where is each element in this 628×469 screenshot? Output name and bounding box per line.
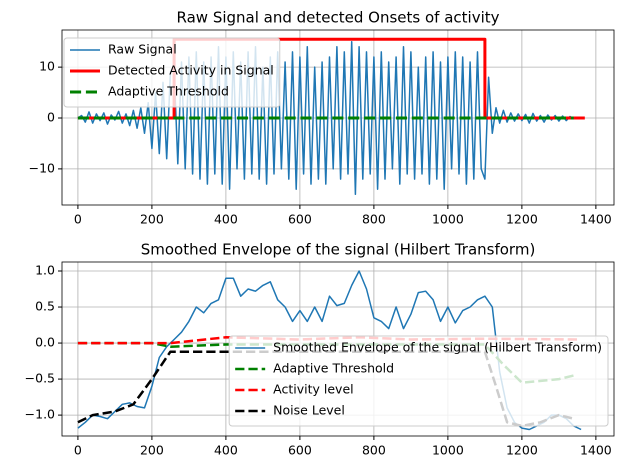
x-tick-label: 400 bbox=[214, 443, 238, 458]
axes-frame bbox=[61, 261, 615, 437]
legend-label: Raw Signal bbox=[108, 42, 177, 57]
x-tick-label: 1200 bbox=[506, 443, 538, 458]
legend-label: Noise Level bbox=[273, 403, 345, 418]
legend: Raw Signal Detected Activity in Signal Ada… bbox=[63, 37, 281, 108]
legend-label: Activity level bbox=[273, 382, 353, 397]
x-tick-label: 1400 bbox=[580, 212, 612, 227]
legend-label: Adaptive Threshold bbox=[273, 361, 394, 376]
x-tick-label: 200 bbox=[140, 212, 164, 227]
chart-title: Raw Signal and detected Onsets of activi… bbox=[177, 9, 500, 27]
y-tick-label: 0.5 bbox=[35, 299, 55, 314]
x-tick-label: 600 bbox=[288, 443, 312, 458]
y-tick-label: 0.0 bbox=[35, 335, 55, 350]
x-tick-label: 1400 bbox=[580, 443, 612, 458]
y-tick-label: 1.0 bbox=[35, 263, 55, 278]
x-tick-label: 1000 bbox=[432, 212, 464, 227]
x-tick-label: 1200 bbox=[506, 212, 538, 227]
chart-title: Smoothed Envelope of the signal (Hilbert… bbox=[141, 241, 536, 259]
axes-frame bbox=[61, 29, 615, 206]
series-line bbox=[77, 350, 574, 428]
x-tick-label: 200 bbox=[140, 443, 164, 458]
x-tick-label: 1000 bbox=[432, 443, 464, 458]
x-tick-label: 0 bbox=[74, 443, 82, 458]
legend-frame bbox=[228, 335, 609, 427]
subplot: Raw Signal and detected Onsets of activi… bbox=[29, 9, 615, 227]
subplot: Smoothed Envelope of the signal (Hilbert… bbox=[25, 241, 615, 458]
legend-label: Adaptive Threshold bbox=[108, 84, 229, 99]
y-tick-label: 0 bbox=[47, 110, 55, 125]
x-tick-label: 0 bbox=[74, 212, 82, 227]
legend-label: Smoothed Envelope of the signal (Hilbert… bbox=[273, 340, 602, 355]
y-tick-label: 10 bbox=[39, 59, 55, 74]
x-tick-label: 800 bbox=[362, 443, 386, 458]
legend-frame bbox=[63, 37, 281, 108]
x-tick-label: 400 bbox=[214, 212, 238, 227]
y-tick-label: −0.5 bbox=[25, 371, 55, 386]
legend-label: Detected Activity in Signal bbox=[108, 63, 274, 78]
y-tick-label: −1.0 bbox=[25, 407, 55, 422]
x-tick-label: 600 bbox=[288, 212, 312, 227]
legend: Smoothed Envelope of the signal (Hilbert… bbox=[228, 335, 609, 427]
y-tick-label: −10 bbox=[29, 160, 55, 175]
series-line bbox=[77, 40, 575, 196]
x-tick-label: 800 bbox=[362, 212, 386, 227]
plot-area bbox=[77, 37, 585, 196]
